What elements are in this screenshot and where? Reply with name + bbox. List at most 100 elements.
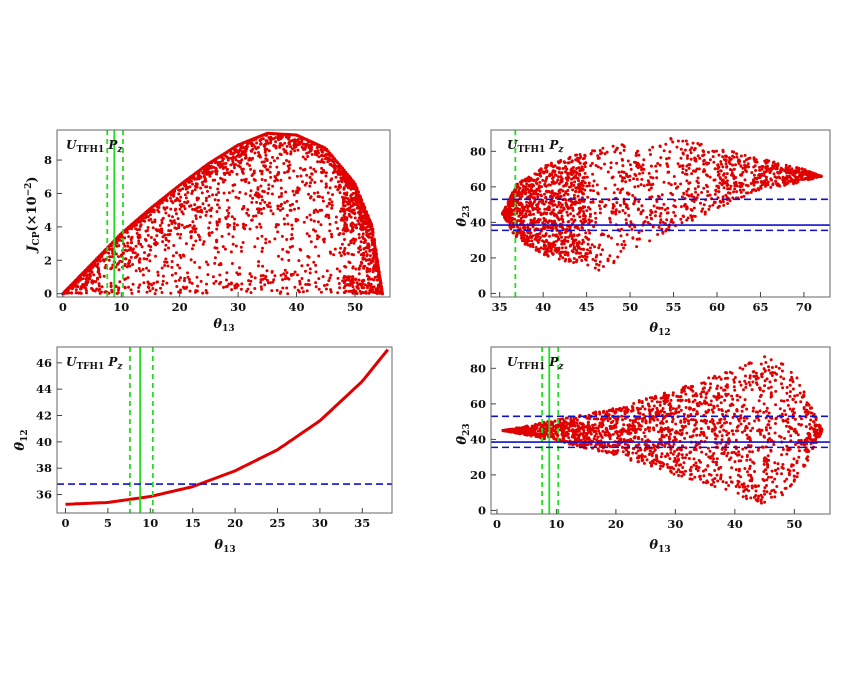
data-point (634, 420, 637, 424)
data-point (589, 151, 593, 155)
data-point (622, 200, 626, 204)
data-point (530, 239, 534, 243)
data-point (535, 203, 539, 207)
data-point (771, 167, 775, 171)
data-point (352, 241, 356, 245)
x-tick-labels: 0 5 10 15 20 25 30 35 (61, 508, 370, 530)
data-point (243, 227, 247, 231)
data-point (574, 238, 578, 242)
data-point (674, 410, 678, 413)
data-point (356, 190, 360, 194)
data-point (137, 286, 141, 289)
data-point (151, 226, 155, 230)
data-point (624, 218, 628, 222)
data-point (707, 207, 711, 211)
data-point (536, 219, 540, 223)
data-point (633, 199, 637, 203)
data-point (621, 164, 625, 168)
data-point (307, 279, 311, 282)
data-point (696, 154, 700, 158)
data-point (251, 156, 255, 160)
data-point (376, 278, 380, 282)
data-point (656, 162, 660, 165)
data-point (264, 237, 268, 241)
data-point (157, 206, 161, 209)
data-point (265, 278, 269, 282)
data-point (312, 260, 316, 264)
data-point (220, 234, 224, 238)
data-point (557, 166, 561, 170)
data-point (735, 155, 739, 159)
data-point (525, 182, 529, 186)
data-point (608, 217, 612, 221)
data-point (217, 206, 221, 210)
data-point (308, 196, 312, 200)
data-point (190, 247, 194, 251)
data-point (324, 182, 328, 186)
data-point (186, 275, 190, 279)
data-point (276, 207, 280, 211)
data-point (755, 160, 759, 164)
data-point (625, 221, 628, 225)
data-point (139, 223, 143, 227)
data-point (713, 192, 717, 196)
data-point (656, 233, 660, 236)
data-point (539, 193, 543, 197)
data-point (161, 235, 165, 239)
data-point (575, 248, 578, 252)
data-point (360, 198, 364, 202)
data-point (577, 166, 581, 170)
data-point (636, 166, 640, 170)
data-point (606, 170, 610, 174)
data-point (345, 227, 349, 231)
data-point (130, 291, 134, 295)
data-point (374, 288, 378, 292)
data-point (261, 137, 265, 141)
data-point (170, 265, 174, 269)
data-point (215, 160, 219, 164)
data-point (525, 200, 529, 204)
data-point (336, 227, 340, 230)
data-point (313, 152, 317, 156)
data-point (175, 251, 178, 255)
data-point (532, 178, 536, 182)
data-point (109, 281, 113, 285)
data-point (743, 168, 747, 172)
data-point (314, 270, 318, 274)
data-point (681, 139, 685, 143)
data-point (757, 173, 761, 176)
data-point (787, 430, 791, 434)
data-point (300, 277, 304, 280)
data-point (646, 221, 650, 224)
data-point (742, 188, 745, 192)
data-point (516, 219, 520, 223)
data-point (263, 283, 267, 287)
data-point (553, 173, 557, 177)
data-point (274, 140, 278, 144)
data-point (681, 167, 685, 171)
data-point (507, 208, 511, 212)
data-point (758, 165, 761, 169)
data-point (700, 209, 704, 213)
data-point (123, 236, 127, 240)
data-point (717, 172, 721, 176)
data-point (368, 249, 372, 253)
data-point (156, 270, 160, 274)
data-point (250, 174, 254, 177)
data-point (585, 236, 589, 240)
y-tick-label: 44 (36, 382, 52, 396)
data-point (651, 176, 655, 180)
data-point (380, 292, 384, 296)
data-point (282, 217, 286, 221)
data-point (321, 275, 325, 279)
data-point (203, 207, 207, 210)
plot-area (491, 130, 830, 297)
data-point (558, 209, 562, 213)
data-point (291, 236, 295, 240)
data-point (639, 165, 643, 169)
data-point (371, 233, 375, 237)
data-point (642, 158, 646, 162)
data-point (200, 180, 204, 184)
data-point (267, 149, 271, 153)
data-point (330, 235, 334, 239)
